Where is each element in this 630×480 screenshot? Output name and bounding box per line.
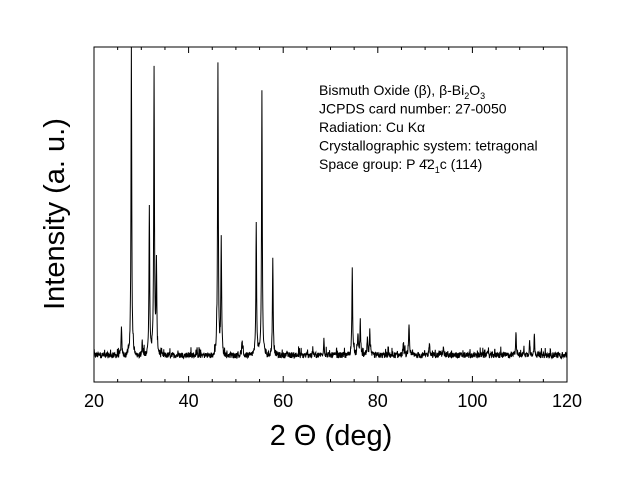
annotation-line: Bismuth Oxide (β), β-Bi2O3 bbox=[319, 82, 485, 101]
x-tick-label: 80 bbox=[368, 391, 388, 411]
annotation-text: 4̄ bbox=[419, 156, 429, 172]
annotation-text: 3 bbox=[480, 91, 485, 101]
x-tick-label: 40 bbox=[179, 391, 199, 411]
annotation-line: JCPDS card number: 27-0050 bbox=[319, 101, 507, 117]
annotation-text: O bbox=[469, 82, 480, 98]
annotation-text: JCPDS card number: 27-0050 bbox=[319, 101, 507, 117]
x-tick-label: 100 bbox=[457, 391, 487, 411]
x-tick-label: 60 bbox=[273, 391, 293, 411]
annotation-line: Crystallographic system: tetragonal bbox=[319, 138, 538, 154]
annotation-text: Crystallographic system: tetragonal bbox=[319, 138, 538, 154]
annotation-text: Bismuth Oxide (β), β-Bi bbox=[319, 82, 464, 98]
x-axis-ticks: 20 40 60 80 100 120 bbox=[84, 47, 582, 411]
annotation-text: 1 bbox=[435, 165, 440, 175]
annotation-text: 2 bbox=[427, 156, 435, 172]
diffraction-pattern-line bbox=[94, 47, 567, 360]
x-axis-title: 2 Θ (deg) bbox=[270, 420, 393, 452]
annotation-text: Radiation: Cu Kα bbox=[319, 119, 425, 135]
annotation-text: Space group: P bbox=[319, 156, 419, 172]
x-tick-label: 20 bbox=[84, 391, 104, 411]
y-axis-title: Intensity (a. u.) bbox=[39, 118, 71, 310]
annotation-text: c (114) bbox=[440, 156, 483, 172]
annotation-text: 2 bbox=[464, 91, 469, 101]
x-tick-label: 120 bbox=[552, 391, 582, 411]
annotation-line: Radiation: Cu Kα bbox=[319, 119, 425, 135]
annotation-line: Space group: P 4̄21c (114) bbox=[319, 156, 482, 175]
